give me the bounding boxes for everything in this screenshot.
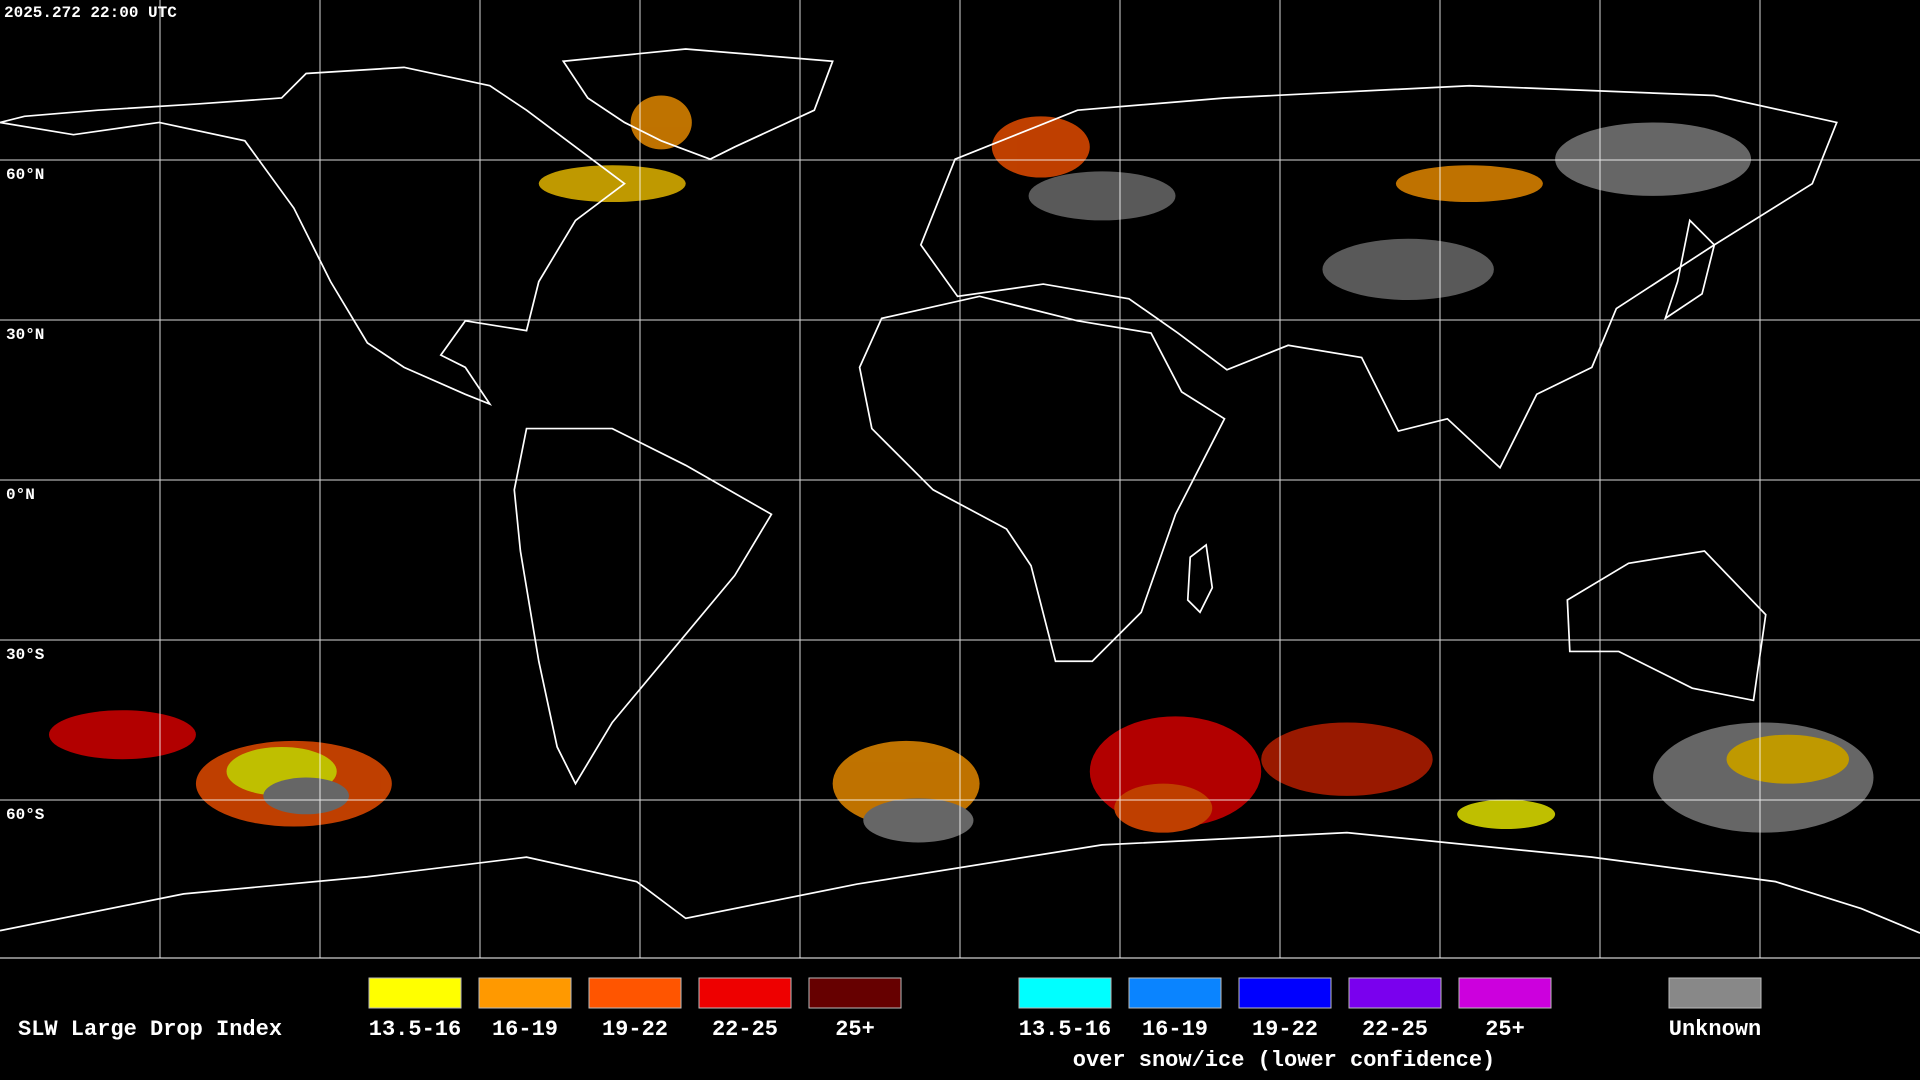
legend-swatch <box>368 977 462 1009</box>
timestamp: 2025.272 22:00 UTC <box>4 4 177 22</box>
legend-label: 22-25 <box>1362 1017 1428 1042</box>
latitude-label: 0°N <box>6 486 35 504</box>
legend-label: 16-19 <box>1142 1017 1208 1042</box>
latitude-label: 30°S <box>6 646 45 664</box>
legend-swatch <box>1128 977 1222 1009</box>
legend-swatch <box>1018 977 1112 1009</box>
legend-swatch <box>698 977 792 1009</box>
legend-swatch <box>1348 977 1442 1009</box>
graticule <box>0 0 1920 958</box>
legend-label: Unknown <box>1669 1017 1761 1042</box>
legend-label: 13.5-16 <box>1019 1017 1111 1042</box>
latitude-label: 60°N <box>6 166 44 184</box>
legend-label: 22-25 <box>712 1017 778 1042</box>
legend-swatch <box>1238 977 1332 1009</box>
legend-label: 25+ <box>835 1017 875 1042</box>
legend-subtitle: over snow/ice (lower confidence) <box>1073 1048 1495 1073</box>
legend-label: 16-19 <box>492 1017 558 1042</box>
latitude-label: 60°S <box>6 806 45 824</box>
weather-patches <box>48 95 1874 843</box>
legend-title: SLW Large Drop Index <box>18 1017 282 1042</box>
legend-swatch <box>1668 977 1762 1009</box>
legend: 13.5-16 16-19 19-22 22-25 25+ 13.5-16 16-19 19-… <box>368 977 1762 1073</box>
latitude-label: 30°N <box>6 326 44 344</box>
legend-label: 13.5-16 <box>369 1017 461 1042</box>
latitude-labels: 60°N 30°N 0°N 30°S 60°S <box>6 166 45 824</box>
legend-swatch <box>478 977 572 1009</box>
legend-swatch <box>808 977 902 1009</box>
coastlines <box>0 48 1920 934</box>
legend-label: 25+ <box>1485 1017 1525 1042</box>
legend-swatch <box>588 977 682 1009</box>
legend-swatch <box>1458 977 1552 1009</box>
legend-label: 19-22 <box>1252 1017 1318 1042</box>
legend-label: 19-22 <box>602 1017 668 1042</box>
